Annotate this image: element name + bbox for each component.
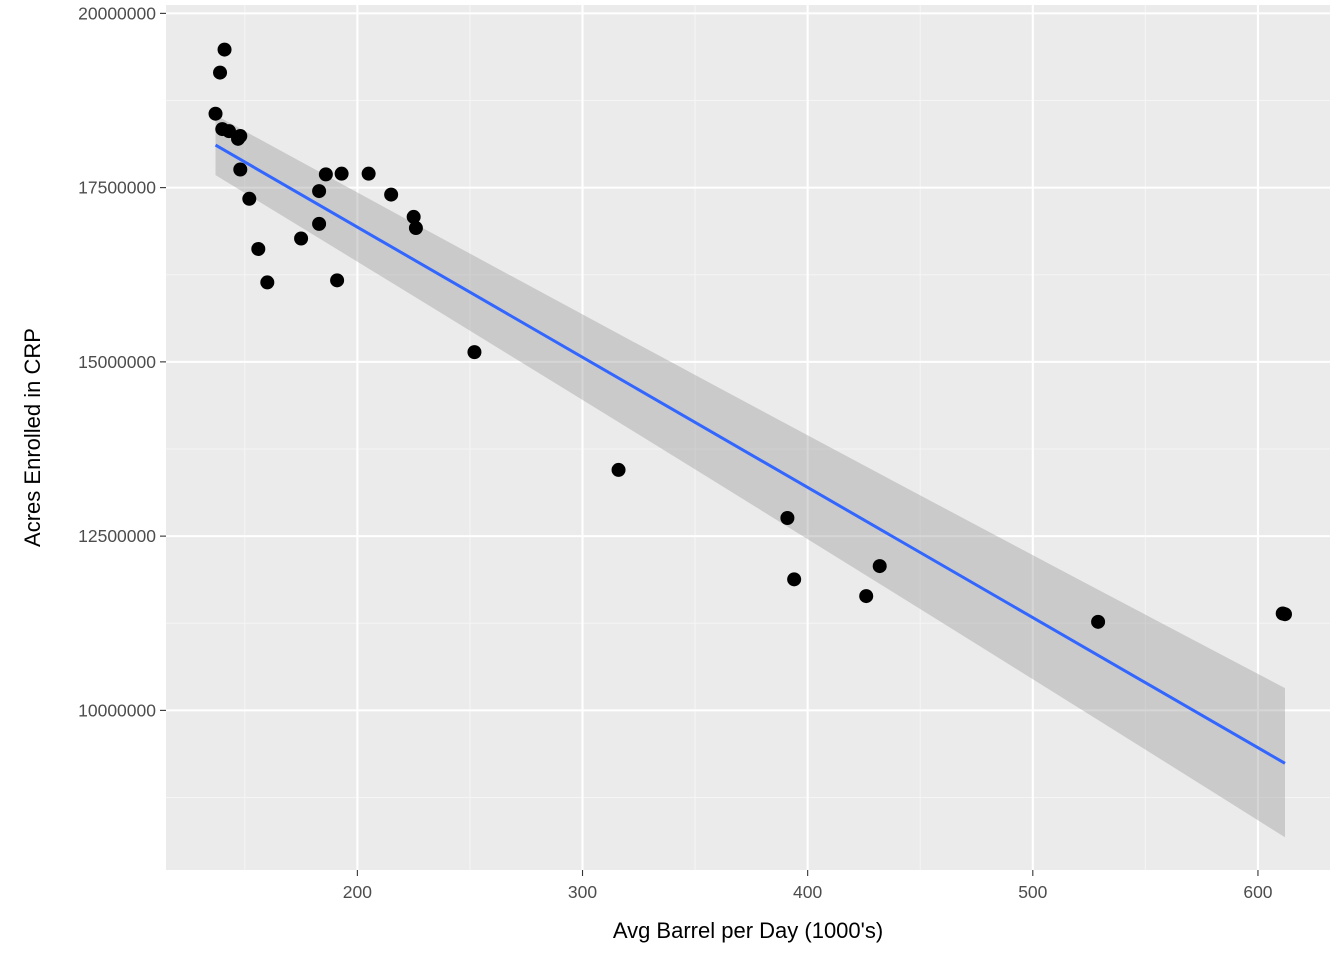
x-axis-title: Avg Barrel per Day (1000's) <box>613 918 883 943</box>
data-point <box>242 191 257 206</box>
data-point <box>251 241 266 256</box>
data-point <box>872 559 887 574</box>
data-point <box>233 129 248 144</box>
data-point <box>859 589 874 604</box>
data-point <box>213 65 228 80</box>
data-point <box>611 462 626 477</box>
data-point <box>312 184 327 199</box>
data-point <box>780 511 795 526</box>
data-point <box>1277 607 1292 622</box>
minor-gridlines <box>166 5 1330 870</box>
plot-panel <box>166 5 1330 870</box>
data-point <box>467 345 482 360</box>
data-point <box>217 42 232 57</box>
x-tick-label: 500 <box>1018 882 1047 902</box>
data-point <box>384 187 399 202</box>
y-tick-label: 17500000 <box>78 178 156 198</box>
confidence-band <box>215 115 1285 838</box>
x-tick-label: 300 <box>568 882 597 902</box>
data-point <box>294 231 309 246</box>
data-point <box>208 106 223 121</box>
data-point <box>318 167 333 182</box>
y-tick-label: 15000000 <box>78 352 156 372</box>
y-tick-label: 12500000 <box>78 526 156 546</box>
data-point <box>787 572 802 587</box>
x-tick-label: 200 <box>343 882 372 902</box>
regression-line <box>214 143 1286 765</box>
y-tick-label: 20000000 <box>78 3 156 23</box>
y-axis-title: Acres Enrolled in CRP <box>20 328 45 547</box>
major-gridlines <box>166 5 1330 870</box>
data-point <box>406 209 421 224</box>
data-point <box>330 273 345 288</box>
x-tick-label: 400 <box>793 882 822 902</box>
y-tick-label: 10000000 <box>78 700 156 720</box>
x-tick-label: 600 <box>1243 882 1272 902</box>
data-point <box>1091 614 1106 629</box>
data-point <box>233 162 248 177</box>
data-points <box>208 42 1292 629</box>
y-axis-ticks: 10000000 12500000 15000000 17500000 20000000 <box>78 3 166 720</box>
data-point <box>312 216 327 231</box>
data-point <box>361 166 376 181</box>
data-point <box>260 275 275 290</box>
data-point <box>408 221 423 236</box>
x-axis-ticks: 200 300 400 500 600 <box>343 870 1273 902</box>
data-point <box>334 166 349 181</box>
